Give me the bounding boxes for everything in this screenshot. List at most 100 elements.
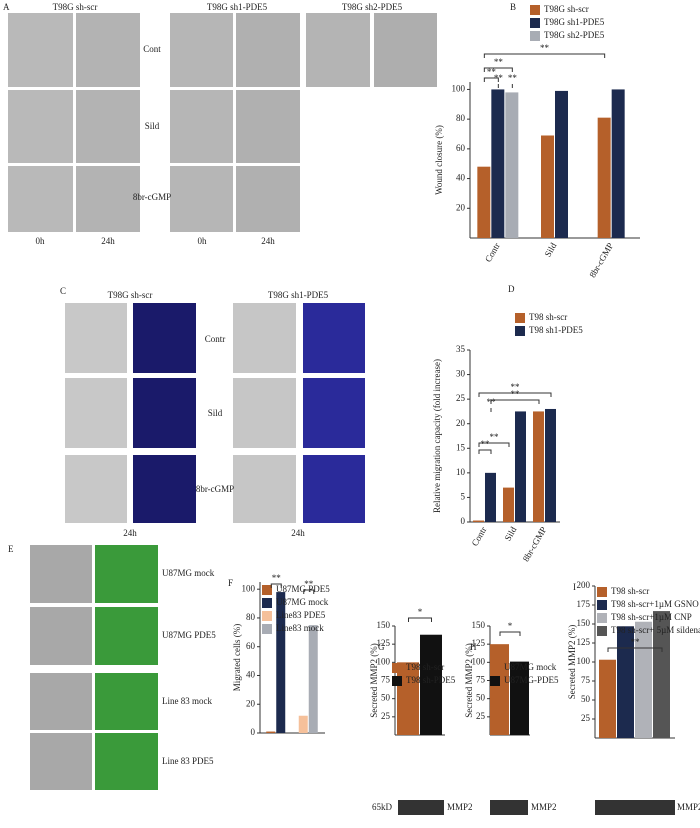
bar: [597, 117, 611, 238]
micrograph: [76, 13, 140, 87]
legend-label: T98 sh-PDE5: [406, 675, 456, 685]
micrograph: [133, 455, 196, 523]
figure-label: G: [378, 642, 385, 652]
y-tick-label: 60: [456, 143, 466, 153]
figure-label: 24h: [123, 528, 137, 538]
micrograph: [133, 378, 196, 448]
legend-swatch: [515, 313, 525, 323]
micrograph: [236, 90, 300, 163]
bar: [491, 89, 505, 238]
significance-label: **: [487, 67, 497, 77]
y-axis-label: Relative migration capacity (fold increa…: [432, 359, 442, 513]
micrograph: [95, 607, 158, 665]
y-tick-label: 150: [472, 620, 486, 630]
figure-label: C: [60, 286, 66, 296]
y-tick-label: 40: [246, 670, 256, 680]
legend-swatch: [515, 326, 525, 336]
bar: [617, 626, 634, 738]
legend-label: T98 sh-scr+ 5µM sildenafil: [611, 625, 700, 635]
legend-label: U87MG PDE5: [276, 584, 330, 594]
y-axis-label: Wound closure (%): [434, 125, 444, 195]
legend-swatch: [530, 18, 540, 28]
figure-label: E: [8, 544, 14, 554]
legend-swatch: [490, 663, 500, 673]
y-tick-label: 175: [577, 599, 591, 609]
x-tick-label: Sild: [503, 525, 519, 543]
significance-bracket: [303, 589, 315, 594]
significance-label: **: [490, 432, 500, 442]
y-tick-label: 25: [476, 711, 486, 721]
legend-swatch: [490, 676, 500, 686]
y-tick-label: 0: [251, 727, 256, 737]
micrograph: [374, 13, 437, 87]
x-tick-label: 8br-cGMP: [521, 525, 549, 563]
micrograph: [233, 378, 296, 448]
micrograph: [65, 455, 127, 523]
bar: [490, 644, 509, 735]
legend-label: T98 sh1-PDE5: [529, 325, 583, 335]
significance-label: *: [418, 607, 423, 617]
figure-label: T98G sh-scr: [108, 290, 153, 300]
bar: [555, 90, 568, 239]
significance-label: **: [494, 73, 504, 83]
significance-label: **: [481, 439, 491, 449]
significance-label: **: [272, 573, 282, 583]
x-tick-label: Contr: [470, 525, 489, 548]
legend-label: T98 sh-scr+1µM CNP: [611, 612, 692, 622]
bar: [515, 411, 526, 522]
y-tick-label: 50: [381, 693, 391, 703]
y-tick-label: 80: [246, 612, 256, 622]
significance-bracket: [478, 392, 552, 397]
micrograph: [236, 166, 300, 232]
figure-label: 8br-cGMP: [196, 484, 234, 494]
significance-label: **: [511, 389, 521, 399]
significance-label: **: [540, 43, 550, 53]
legend-label: T98G sh1-PDE5: [544, 17, 605, 27]
significance-bracket: [478, 449, 492, 454]
legend-swatch: [262, 585, 272, 595]
x-tick-label: 8br-cGMP: [587, 241, 615, 279]
y-tick-label: 150: [377, 620, 391, 630]
legend-swatch: [530, 31, 540, 41]
legend-swatch: [597, 600, 607, 610]
western-blot: [490, 800, 528, 815]
legend-swatch: [262, 624, 272, 634]
figure-label: F: [228, 578, 233, 588]
figure-label: B: [510, 2, 516, 12]
y-tick-label: 35: [456, 344, 466, 354]
figure-label: MMP2: [531, 802, 557, 812]
legend-swatch: [262, 598, 272, 608]
significance-label: **: [631, 637, 641, 647]
micrograph: [8, 13, 73, 87]
figure-label: MMP2: [677, 802, 700, 812]
micrograph: [95, 733, 158, 790]
significance-bracket: [270, 583, 282, 588]
y-tick-label: 25: [381, 711, 391, 721]
legend-swatch: [262, 611, 272, 621]
significance-bracket: [490, 399, 540, 404]
legend-swatch: [597, 587, 607, 597]
x-tick-label: Contr: [483, 241, 502, 264]
micrograph: [8, 166, 73, 232]
micrograph: [65, 378, 127, 448]
bar: [541, 135, 554, 238]
y-tick-label: 75: [476, 675, 486, 685]
y-tick-label: 125: [577, 637, 591, 647]
figure-label: MMP2: [447, 802, 473, 812]
figure-label: T98G sh2-PDE5: [342, 2, 403, 12]
bar: [473, 520, 484, 522]
bar: [505, 92, 519, 239]
significance-bracket: [499, 631, 521, 636]
micrograph: [303, 455, 365, 523]
y-tick-label: 200: [577, 580, 591, 590]
significance-label: **: [304, 579, 314, 589]
figure-label: Contr: [205, 334, 226, 344]
significance-label: **: [494, 57, 504, 67]
legend-swatch: [597, 626, 607, 636]
figure-label: 0h: [198, 236, 208, 246]
figure-label: H: [470, 642, 477, 652]
figure-label: Line 83 mock: [162, 696, 212, 706]
micrograph: [8, 90, 73, 163]
micrograph: [233, 455, 296, 523]
